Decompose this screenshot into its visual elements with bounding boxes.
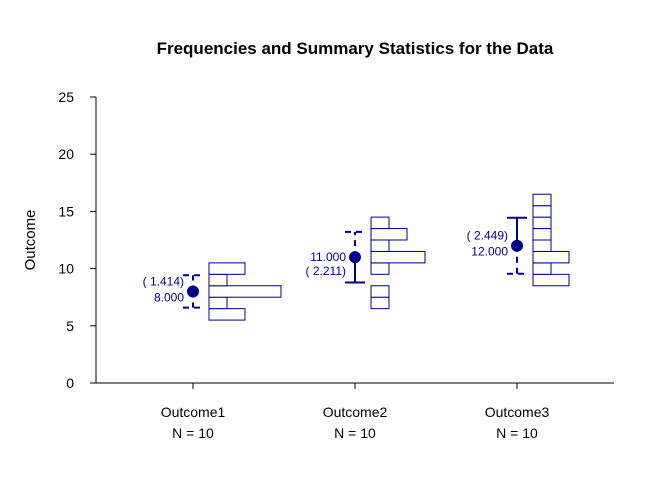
y-tick-label: 10 [58, 261, 74, 277]
histogram-bin [370, 296, 390, 310]
sd-label: ( 2.449) [467, 229, 508, 243]
sd-label: ( 2.211) [306, 264, 346, 278]
group-outcome2: 11.000( 2.211) [306, 216, 426, 310]
histogram-bin [370, 239, 390, 252]
sample-size-label: N = 10 [172, 425, 214, 441]
mean-point [187, 285, 199, 298]
histogram-bin [532, 205, 552, 218]
histogram-bin [208, 296, 228, 310]
y-tick-label: 25 [58, 89, 74, 105]
histogram-bin [532, 228, 552, 241]
mean-point [349, 251, 361, 264]
mean-label: 8.000 [154, 290, 184, 304]
x-axis: Outcome1 N = 10 Outcome2 N = 10 Outcome3 N = … [96, 382, 614, 441]
chart-title: Frequencies and Summary Statistics for t… [157, 39, 554, 58]
mean-point [511, 239, 523, 252]
histogram-bin [532, 239, 552, 252]
histogram-bin [208, 308, 246, 321]
sd-label: ( 1.414) [143, 274, 184, 288]
mean-label: 12.000 [471, 245, 508, 259]
group-outcome1: 8.000 ( 1.414) [143, 262, 282, 321]
mean-label: 11.000 [310, 250, 346, 264]
y-tick-label: 5 [66, 318, 74, 334]
histogram-bin [532, 250, 570, 264]
histogram-bin [532, 193, 552, 207]
histogram-bin [370, 262, 390, 275]
y-tick-label: 15 [58, 203, 74, 219]
sample-size-label: N = 10 [496, 425, 538, 441]
y-tick-label: 0 [66, 375, 74, 391]
y-axis-label: Outcome [22, 210, 39, 271]
y-tick-label: 20 [58, 146, 74, 162]
group-outcome3: 12.000 ( 2.449) [467, 193, 570, 287]
histogram-bin [370, 285, 390, 298]
histogram-bin [532, 262, 552, 275]
histogram-bin [370, 228, 408, 241]
histogram-bin [208, 262, 246, 275]
y-axis: 0 5 10 15 20 25 [58, 89, 97, 391]
plot-area: 8.000 ( 1.414) 11.000( 2.211) 12.000 ( 2.449… [143, 193, 570, 321]
histogram-bin [532, 216, 552, 230]
sample-size-label: N = 10 [334, 425, 376, 441]
x-tick-label: Outcome1 [161, 404, 226, 420]
histogram-bin [370, 216, 390, 230]
histogram-bin [532, 273, 570, 287]
histogram-bin [208, 285, 282, 298]
histogram-bin [370, 250, 426, 264]
x-tick-label: Outcome2 [323, 404, 388, 420]
histogram-bin [208, 273, 228, 287]
x-tick-label: Outcome3 [485, 404, 550, 420]
